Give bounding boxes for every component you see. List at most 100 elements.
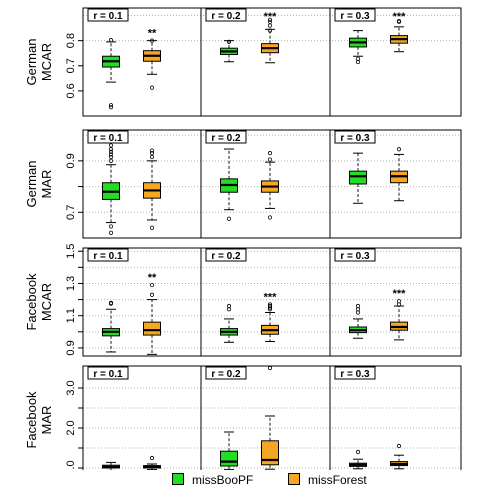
- row-3-panel-3-box-missforest-outlier: [396, 299, 402, 304]
- row-3-panel-1-box-missforest-iqr: [143, 321, 161, 336]
- row-4-panel-3-box-missboopf-outlier: [355, 449, 361, 455]
- row-2-panel-1-box-missforest-outlier: [149, 225, 155, 230]
- row-4-panel-2-box-missforest-outlier: [267, 365, 273, 371]
- legend-swatch-missbooopf: [172, 473, 184, 485]
- row-1-ytick-label: 0.6: [65, 83, 77, 98]
- row-1-panel-3-r-label-box: [334, 8, 376, 22]
- row-3-panel-1-box-missboopf-outlier: [108, 300, 114, 305]
- row-4-frame: [82, 365, 462, 470]
- row-1-panel-1-r-label: r = 0.1: [93, 11, 123, 22]
- row-3-panel-1-box-missforest-outlier: [149, 292, 155, 297]
- row-4-panel-2-box-missforest-iqr: [261, 440, 279, 466]
- row-3-panel-2-r-label-box: [205, 248, 247, 262]
- row-3-ytick-label: 1.1: [65, 308, 77, 323]
- row-3-panel-3-r-label: r = 0.3: [340, 251, 370, 262]
- row-2-label-dataset: German: [24, 161, 39, 208]
- row-2-panel-2-box-missforest-outlier: [267, 151, 273, 156]
- legend-item-missforest: missForest: [288, 473, 367, 487]
- row-3-panel-2-r-label: r = 0.2: [211, 251, 241, 262]
- row-2-panel-1-box-missboopf-outlier: [108, 224, 114, 229]
- row-4-ytick-label: 3.0: [65, 380, 77, 395]
- row-4-ytick-label: 2.0: [65, 420, 77, 435]
- row-1-panel-2-r-label: r = 0.2: [211, 11, 241, 22]
- row-3-panel-3-box-missboopf-outlier: [355, 303, 361, 309]
- row-1-panel-1-significance: **: [148, 28, 157, 40]
- row-1-panel-2-box-missforest-outlier: [267, 28, 273, 33]
- row-2-panel-1-box-missboopf-outlier: [108, 152, 114, 157]
- row-2-panel-1-box-missboopf-outlier: [108, 147, 114, 152]
- row-2-ytick-label: 0.9: [65, 153, 77, 168]
- row-1-panel-1-box-missboopf-outlier: [108, 105, 114, 110]
- row-1-panel-3-r-label: r = 0.3: [340, 11, 370, 22]
- row-3-frame: [82, 247, 462, 357]
- row-2-panel-2-r-label: r = 0.2: [211, 133, 241, 144]
- row-1-panel-1-r-label-box: [87, 8, 129, 22]
- row-3-panel-2-box-missforest-outlier: [267, 303, 273, 309]
- row-3-ytick-label: 1.3: [65, 276, 77, 291]
- row-1-panel-3-box-missboopf-outlier: [355, 56, 361, 61]
- row-2-panel-3-box-missforest-outlier: [396, 147, 402, 152]
- row-4-panel-2-box-missboopf-iqr: [220, 450, 238, 467]
- row-2-panel-1-box-missforest-outlier: [149, 148, 155, 153]
- row-2-frame: [82, 129, 462, 239]
- row-2-ytick-label: 0.7: [65, 205, 77, 220]
- row-1-panel-3-box-missforest-outlier: [396, 18, 402, 24]
- row-3-panel-3-r-label-box: [334, 248, 376, 262]
- row-3-ytick-label: 0.9: [65, 340, 77, 355]
- row-3-panel-1-r-label-box: [87, 248, 129, 262]
- row-1-panel-2-box-missboopf-outlier: [226, 39, 232, 45]
- row-3-panel-2-box-missforest-outlier: [267, 302, 273, 307]
- row-1-label-mechanism: MCAR: [39, 43, 54, 81]
- row-1-panel-1-box-missboopf-outlier: [108, 103, 114, 108]
- row-3-panel-1-box-missforest-outlier: [149, 282, 155, 288]
- row-2-panel-1-r-label: r = 0.1: [93, 133, 123, 144]
- legend-item-missbooopf: missBooPF: [172, 473, 253, 487]
- row-3-panel-3-significance: ***: [393, 288, 407, 300]
- row-4-ytick-label: 1.0: [65, 460, 77, 470]
- row-1-panel-1-box-missforest-outlier: [149, 85, 155, 90]
- row-2-label-mechanism: MAR: [39, 170, 54, 199]
- row-2-panel-1-box-missboopf-outlier: [108, 143, 114, 148]
- legend: missBooPF missForest: [0, 470, 490, 490]
- row-1-frame: [82, 7, 462, 117]
- row-2-panel-1-box-missboopf-outlier: [108, 230, 114, 235]
- row-3-panel-2-significance: ***: [264, 291, 278, 303]
- row-1-label-dataset: German: [24, 39, 39, 86]
- row-4-panel-3-box-missforest-outlier: [396, 443, 402, 449]
- row-3-panel-2-box-missboopf-outlier: [226, 303, 232, 309]
- row-2-panel-3-r-label: r = 0.3: [340, 133, 370, 144]
- row-4-panel-1-r-label-box: [87, 366, 129, 380]
- row-2-panel-1-box-missboopf-outlier: [108, 149, 114, 154]
- legend-label-missbooopf: missBooPF: [192, 473, 254, 487]
- row-3-label-mechanism: MCAR: [39, 283, 54, 321]
- row-4-panel-2-r-label-box: [205, 366, 247, 380]
- row-1-panel-2-significance: ***: [264, 11, 278, 23]
- row-1-ytick-label: 0.7: [65, 58, 77, 73]
- row-2-panel-2-box-missforest-outlier: [267, 157, 273, 162]
- row-4-panel-1-r-label: r = 0.1: [93, 369, 123, 380]
- row-1-panel-1-box-missforest-outlier: [149, 38, 155, 43]
- row-4-panel-3-r-label-box: [334, 366, 376, 380]
- row-1-panel-2-box-missforest-outlier: [267, 17, 273, 22]
- row-2-panel-2-r-label-box: [205, 130, 247, 144]
- row-4-panel-1-box-missforest-outlier: [149, 455, 155, 461]
- row-1-panel-2-box-missforest-outlier: [267, 23, 273, 28]
- legend-label-missforest: missForest: [308, 473, 367, 487]
- row-1-panel-3-significance: ***: [393, 11, 407, 23]
- row-4-label-mechanism: MAR: [39, 406, 54, 435]
- row-4-panel-2-r-label: r = 0.2: [211, 369, 241, 380]
- row-2-panel-1-r-label-box: [87, 130, 129, 144]
- row-2-panel-1-box-missforest-outlier: [149, 151, 155, 156]
- row-3-panel-1-r-label: r = 0.1: [93, 251, 123, 262]
- row-4-label-dataset: Facebook: [24, 391, 39, 449]
- legend-swatch-missforest: [288, 473, 300, 485]
- row-3-label-dataset: Facebook: [24, 273, 39, 331]
- row-1-panel-1-box-missboopf-outlier: [108, 38, 114, 43]
- row-2-panel-2-box-missboopf-outlier: [226, 216, 232, 221]
- row-2-panel-1-box-missboopf-outlier: [108, 154, 114, 160]
- row-3-ytick-label: 1.5: [65, 244, 77, 259]
- row-4-panel-3-r-label: r = 0.3: [340, 369, 370, 380]
- row-1-panel-2-box-missforest-outlier: [267, 19, 273, 24]
- row-2-panel-3-r-label-box: [334, 130, 376, 144]
